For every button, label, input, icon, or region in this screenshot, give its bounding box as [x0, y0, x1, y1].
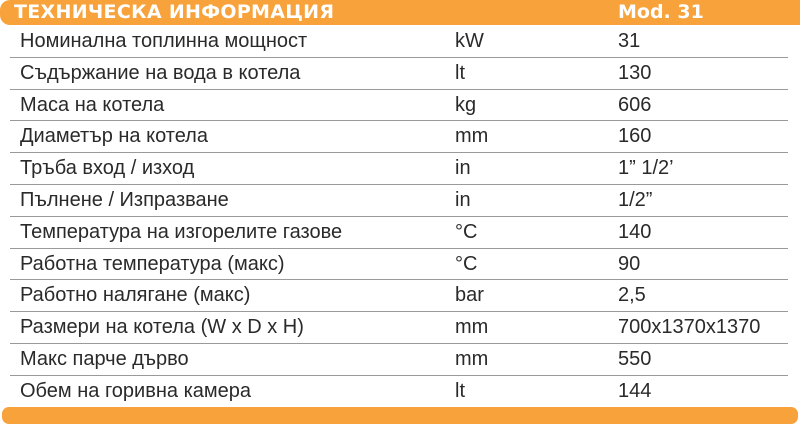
table-footer-bar: [2, 407, 798, 424]
spec-value: 140: [618, 220, 652, 243]
spec-label: Пълнене / Изпразване: [20, 188, 229, 211]
spec-unit: mm: [455, 316, 489, 339]
table-row: Съдържание на вода в котела lt 130: [10, 58, 788, 90]
spec-label: Макс парче дърво: [20, 347, 189, 370]
table-title: ТЕХНИЧЕСКА ИНФОРМАЦИЯ: [14, 1, 335, 23]
spec-unit: °C: [455, 220, 478, 243]
spec-label: Обем на горивна камера: [20, 379, 251, 402]
table-row: Работно налягане (макс) bar 2,5: [10, 280, 788, 313]
spec-label: Работна температура (макс): [20, 252, 285, 275]
spec-value: 606: [618, 93, 652, 116]
spec-value: 2,5: [618, 284, 646, 307]
spec-label: Съдържание на вода в котела: [20, 61, 301, 84]
spec-label: Температура на изгорелите газове: [20, 220, 343, 243]
spec-table: Номинална топлинна мощност kW 31 Съдържание…: [10, 26, 788, 408]
table-header: ТЕХНИЧЕСКА ИНФОРМАЦИЯ Mod. 31: [0, 0, 800, 25]
table-row: Макс парче дърво mm 550: [10, 344, 788, 376]
spec-value: 1” 1/2’: [618, 157, 674, 180]
model-label: Mod. 31: [618, 1, 704, 23]
table-row: Температура на изгорелите газове °C 140: [10, 217, 788, 249]
table-row: Диаметър на котела mm 160: [10, 121, 788, 154]
spec-value: 130: [618, 61, 652, 84]
table-row: Работна температура (макс) °C 90: [10, 249, 788, 281]
spec-unit: kW: [455, 30, 484, 52]
spec-value: 31: [618, 30, 641, 52]
spec-unit: kg: [455, 93, 477, 116]
table-row: Обем на горивна камера lt 144: [10, 376, 788, 408]
spec-unit: mm: [455, 347, 489, 370]
spec-label: Номинална топлинна мощност: [20, 30, 308, 52]
table-row: Размери на котела (W x D x H) mm 700x1370x…: [10, 312, 788, 344]
spec-value: 160: [618, 125, 652, 148]
spec-unit: in: [455, 188, 471, 211]
spec-label: Работно налягане (макс): [20, 284, 251, 307]
spec-unit: bar: [455, 284, 484, 307]
spec-label: Диаметър на котела: [20, 125, 208, 148]
table-row: Пълнене / Изпразване in 1/2”: [10, 185, 788, 217]
spec-unit: lt: [455, 379, 465, 402]
spec-unit: mm: [455, 125, 489, 148]
spec-label: Размери на котела (W x D x H): [20, 316, 304, 339]
spec-unit: °C: [455, 252, 478, 275]
spec-unit: lt: [455, 61, 465, 84]
spec-value: 1/2”: [618, 188, 653, 211]
spec-unit: in: [455, 157, 471, 180]
table-row: Тръба вход / изход in 1” 1/2’: [10, 153, 788, 185]
table-row: Номинална топлинна мощност kW 31: [10, 26, 788, 58]
spec-label: Тръба вход / изход: [20, 157, 195, 180]
spec-value: 550: [618, 347, 652, 370]
spec-label: Маса на котела: [20, 93, 165, 116]
spec-value: 90: [618, 252, 641, 275]
table-row: Маса на котела kg 606: [10, 90, 788, 122]
spec-value: 144: [618, 379, 652, 402]
spec-value: 700x1370x1370: [618, 316, 761, 339]
